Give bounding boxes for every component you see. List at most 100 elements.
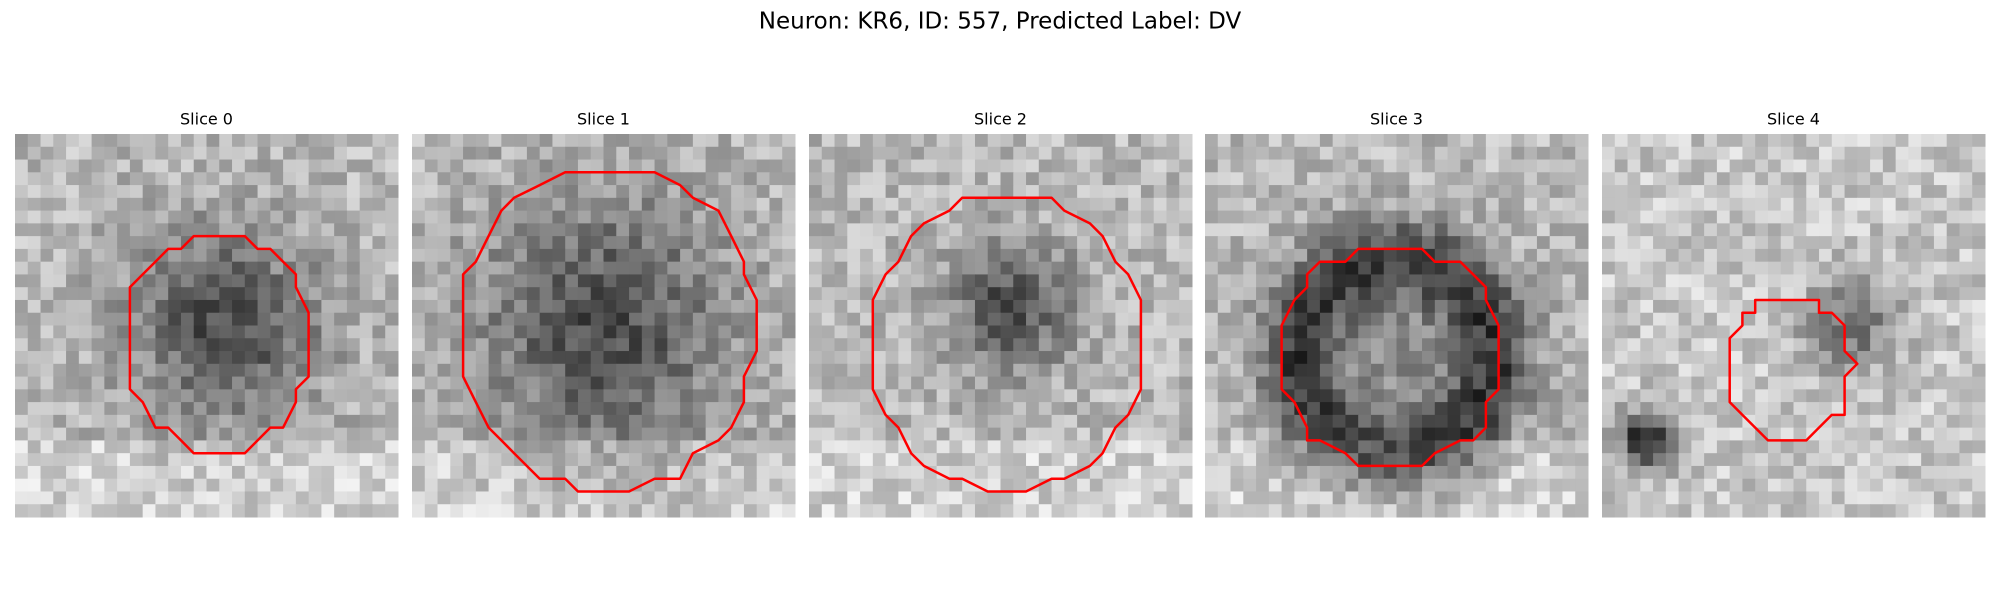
pixel xyxy=(1933,134,1948,148)
pixel xyxy=(949,491,963,505)
pixel xyxy=(270,223,284,237)
pixel xyxy=(667,440,681,454)
pixel xyxy=(1562,261,1576,275)
pixel xyxy=(1562,146,1576,161)
pixel xyxy=(872,465,887,480)
pixel xyxy=(385,287,399,301)
pixel xyxy=(1396,210,1410,224)
pixel xyxy=(1882,453,1897,467)
pixel xyxy=(654,338,668,352)
slice-image xyxy=(809,134,1193,518)
pixel xyxy=(1972,274,1986,288)
pixel xyxy=(565,248,579,263)
pixel xyxy=(244,261,259,275)
pixel xyxy=(936,197,950,212)
pixel xyxy=(1077,159,1091,173)
pixel xyxy=(15,287,29,301)
pixel xyxy=(1806,248,1820,263)
pixel xyxy=(1319,351,1334,365)
pixel xyxy=(450,134,464,148)
pixel xyxy=(565,504,579,518)
pixel xyxy=(450,363,464,378)
pixel xyxy=(898,223,912,237)
pixel xyxy=(15,134,29,148)
pixel xyxy=(809,299,823,314)
pixel xyxy=(1819,197,1833,212)
pixel xyxy=(847,504,861,518)
pixel xyxy=(1447,440,1461,454)
pixel xyxy=(1549,453,1563,467)
pixel xyxy=(412,236,426,250)
pixel xyxy=(104,414,118,429)
pixel xyxy=(1793,223,1807,237)
pixel xyxy=(860,427,874,441)
pixel xyxy=(1704,287,1718,301)
pixel xyxy=(1959,325,1973,339)
pixel xyxy=(104,210,118,224)
pixel xyxy=(346,299,361,314)
pixel xyxy=(334,312,348,326)
pixel xyxy=(1870,299,1884,314)
pixel xyxy=(667,465,681,480)
pixel xyxy=(1908,185,1922,199)
pixel xyxy=(603,402,617,416)
pixel xyxy=(1128,465,1142,480)
pixel xyxy=(1933,325,1948,339)
pixel xyxy=(1460,210,1474,224)
pixel xyxy=(283,325,297,339)
pixel xyxy=(1256,325,1270,339)
pixel xyxy=(552,172,566,186)
pixel xyxy=(129,197,144,212)
pixel xyxy=(539,185,553,199)
pixel xyxy=(1729,197,1743,212)
pixel xyxy=(346,159,361,173)
pixel xyxy=(283,338,297,352)
pixel xyxy=(1140,172,1155,186)
pixel xyxy=(1716,465,1731,480)
pixel xyxy=(577,402,592,416)
pixel xyxy=(1319,197,1334,212)
pixel xyxy=(1268,197,1283,212)
pixel xyxy=(1895,236,1909,250)
pixel xyxy=(104,134,118,148)
pixel xyxy=(1640,210,1654,224)
pixel xyxy=(78,299,93,314)
pixel xyxy=(1422,299,1436,314)
pixel xyxy=(1627,172,1641,186)
pixel xyxy=(872,338,887,352)
pixel xyxy=(1383,274,1397,288)
pixel xyxy=(1729,274,1743,288)
pixel xyxy=(782,363,796,378)
pixel xyxy=(1422,414,1436,429)
pixel xyxy=(1089,134,1104,148)
pixel xyxy=(53,172,67,186)
pixel xyxy=(539,146,553,161)
pixel xyxy=(372,159,386,173)
pixel xyxy=(180,274,195,288)
pixel xyxy=(180,504,195,518)
pixel xyxy=(1946,427,1960,441)
pixel xyxy=(283,465,297,480)
pixel xyxy=(78,440,93,454)
pixel xyxy=(1089,376,1104,390)
pixel xyxy=(412,312,426,326)
pixel xyxy=(168,299,182,314)
pixel xyxy=(692,274,707,288)
pixel xyxy=(257,376,271,390)
pixel xyxy=(911,465,925,480)
pixel xyxy=(1422,465,1436,480)
pixel xyxy=(731,172,745,186)
pixel xyxy=(1921,312,1935,326)
pixel xyxy=(923,427,938,441)
pixel xyxy=(616,261,630,275)
pixel xyxy=(1256,210,1270,224)
pixel xyxy=(142,478,156,492)
pixel xyxy=(1959,299,1973,314)
pixel xyxy=(1345,491,1359,505)
pixel xyxy=(743,491,758,505)
pixel xyxy=(629,376,643,390)
pixel xyxy=(539,287,553,301)
pixel xyxy=(654,248,668,263)
pixel xyxy=(1536,146,1551,161)
pixel xyxy=(949,134,963,148)
